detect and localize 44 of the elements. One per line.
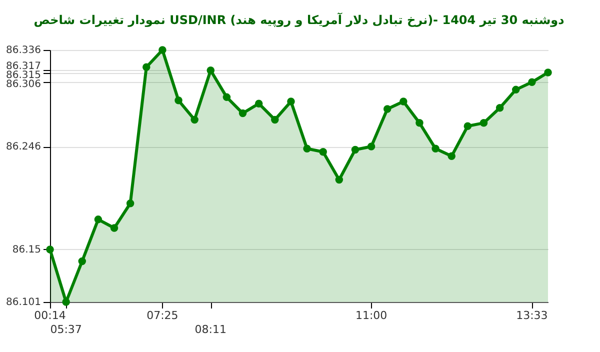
- point: [46, 246, 54, 254]
- point: [383, 105, 392, 113]
- point: [464, 122, 472, 130]
- point: [303, 144, 311, 153]
- x-tick-label: 11:00: [355, 309, 388, 322]
- point: [319, 148, 327, 156]
- point: [432, 144, 440, 153]
- point: [62, 298, 70, 306]
- point: [254, 100, 263, 108]
- point: [544, 68, 552, 76]
- x-tick-label: 00:14: [34, 309, 66, 322]
- x-tick-label: 13:33: [516, 309, 548, 322]
- point: [110, 224, 118, 232]
- point: [206, 66, 215, 74]
- point: [142, 63, 150, 72]
- x-tick-label: 05:37: [50, 323, 82, 336]
- y-tick-label: 86.336: [6, 45, 41, 56]
- point: [222, 93, 231, 102]
- point: [448, 152, 456, 160]
- x-tick-label: 08:11: [194, 323, 226, 336]
- point: [400, 98, 408, 106]
- point: [528, 78, 536, 86]
- point: [94, 216, 102, 224]
- point: [287, 98, 295, 106]
- point: [158, 46, 166, 54]
- point: [78, 257, 86, 266]
- point: [190, 116, 198, 124]
- y-tick-label: 86.246: [6, 142, 41, 153]
- point: [238, 109, 247, 118]
- point: [126, 199, 134, 208]
- point: [480, 119, 488, 127]
- point: [496, 104, 504, 112]
- y-tick-label: 86.306: [6, 79, 41, 90]
- point: [174, 96, 182, 104]
- y-tick-label: 86.15: [12, 244, 41, 256]
- point: [512, 86, 520, 94]
- point: [271, 116, 279, 124]
- y-tick-label: 86.101: [6, 297, 41, 308]
- x-tick-label: 07:25: [146, 309, 178, 322]
- point: [367, 142, 376, 150]
- chart-title: نمودار تغییرات شاخص USD/INR (نرخ تبادل دلار آمریکا و روپیه هند)- دوشنبه 30 تیر 1404: [34, 12, 564, 27]
- point: [416, 119, 424, 127]
- point: [351, 146, 360, 154]
- point: [335, 176, 344, 184]
